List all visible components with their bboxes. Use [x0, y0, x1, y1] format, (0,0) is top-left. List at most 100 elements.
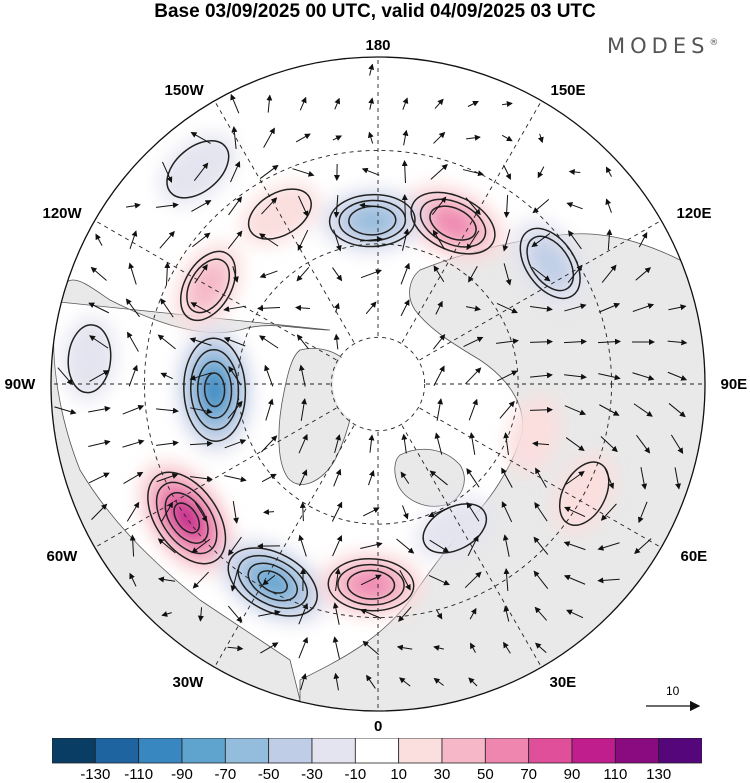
- wind-vector: [227, 645, 244, 652]
- wind-vector: [299, 469, 308, 487]
- wind-vector: [466, 134, 481, 141]
- colorbar-swatch: [658, 738, 702, 764]
- longitude-label-30w: 30W: [172, 674, 204, 691]
- wind-vector: [362, 640, 380, 656]
- wind-vector: [638, 231, 648, 248]
- wind-vector: [496, 302, 518, 314]
- wind-vector: [565, 471, 585, 485]
- wind-vector: [432, 334, 446, 350]
- longitude-label-150w: 150W: [164, 82, 204, 99]
- wind-vector: [264, 364, 274, 387]
- wind-vector: [667, 339, 688, 346]
- anomaly-field: [349, 206, 396, 235]
- wind-vector: [191, 200, 212, 212]
- colorbar-tick-label: 130: [646, 766, 672, 783]
- wind-vector: [230, 569, 239, 592]
- wind-vector: [160, 372, 173, 380]
- wind-vector: [298, 602, 309, 625]
- anomaly-field: [348, 570, 394, 599]
- wind-vector: [531, 233, 551, 248]
- wind-vector: [162, 161, 173, 183]
- wind-vector: [159, 230, 175, 249]
- streamline-contour: [419, 198, 487, 248]
- wind-vector: [469, 607, 477, 620]
- wind-vector: [401, 228, 410, 251]
- wind-vector: [433, 131, 446, 144]
- wind-vector: [667, 371, 688, 381]
- wind-vector: [265, 398, 274, 421]
- wind-vector: [434, 432, 443, 455]
- wind-vector: [261, 197, 278, 215]
- wind-vector: [128, 364, 138, 387]
- wind-vector: [161, 611, 172, 617]
- wind-vector: [468, 398, 478, 421]
- wind-vector: [503, 568, 510, 592]
- wind-vector: [466, 468, 480, 488]
- wind-vector: [533, 536, 549, 555]
- wind-vector: [331, 501, 343, 522]
- wind-vector: [333, 194, 340, 218]
- streamline-contour: [346, 569, 396, 600]
- wind-vector: [568, 168, 581, 175]
- colorbar-swatch: [94, 738, 140, 764]
- wind-vector: [435, 300, 443, 315]
- wind-vector: [90, 266, 107, 281]
- wind-vector: [259, 335, 279, 349]
- wind-vector: [501, 501, 513, 523]
- chart-title: Base 03/09/2025 00 UTC, valid 04/09/2025…: [154, 1, 596, 22]
- wind-vector: [197, 607, 204, 622]
- wind-vector: [232, 266, 239, 283]
- wind-vector: [635, 267, 652, 281]
- streamline-contour: [338, 199, 407, 242]
- meridian-line: [214, 100, 379, 385]
- wind-vector: [636, 434, 651, 454]
- reference-vector-arrow: [646, 700, 701, 712]
- wind-vector: [435, 609, 443, 620]
- wind-vector: [297, 229, 309, 251]
- wind-vector: [530, 305, 553, 312]
- colorbar-tick-label: 10: [390, 766, 407, 783]
- wind-vector: [57, 367, 73, 386]
- wind-vector: [601, 264, 617, 283]
- colorbar-swatch: [52, 738, 96, 764]
- wind-vector: [126, 202, 141, 209]
- longitude-label-150e: 150E: [550, 82, 586, 99]
- graticule: [51, 57, 705, 711]
- wind-vector: [190, 132, 211, 144]
- wind-vector: [637, 501, 648, 524]
- wind-vector: [496, 370, 518, 382]
- wind-vector: [193, 162, 209, 182]
- wind-vector: [298, 636, 309, 659]
- longitude-label-60w: 60W: [46, 548, 78, 565]
- wind-vector: [563, 541, 586, 551]
- wind-vector: [428, 574, 450, 586]
- wind-vector: [126, 501, 140, 522]
- anomaly-field: [254, 567, 292, 597]
- latitude-circle: [330, 336, 426, 432]
- wind-vector: [503, 641, 511, 654]
- wind-vector: [396, 538, 415, 554]
- wind-vector: [128, 262, 137, 285]
- colorbar-swatch: [398, 738, 443, 764]
- colorbar-tick-label: -50: [257, 766, 280, 783]
- wind-vector: [227, 230, 243, 249]
- anomaly-field: [204, 372, 226, 408]
- wind-vector: [127, 331, 139, 352]
- wind-vector: [189, 337, 212, 346]
- wind-vector: [600, 503, 617, 521]
- wind-vector: [54, 406, 77, 415]
- wind-vector: [333, 229, 342, 252]
- meridian-line: [377, 383, 542, 668]
- anomaly-field: [159, 133, 237, 205]
- wind-vector: [429, 539, 450, 553]
- streamline-contour: [327, 558, 415, 612]
- wind-vector: [462, 169, 484, 177]
- colorbar-tick-label: -30: [301, 766, 323, 783]
- wind-vector: [468, 677, 478, 687]
- wind-vector: [367, 131, 374, 144]
- wind-vector: [399, 570, 411, 591]
- wind-vector: [223, 305, 246, 312]
- colorbar-tick-label: -70: [214, 766, 237, 783]
- meridian-line: [377, 383, 662, 548]
